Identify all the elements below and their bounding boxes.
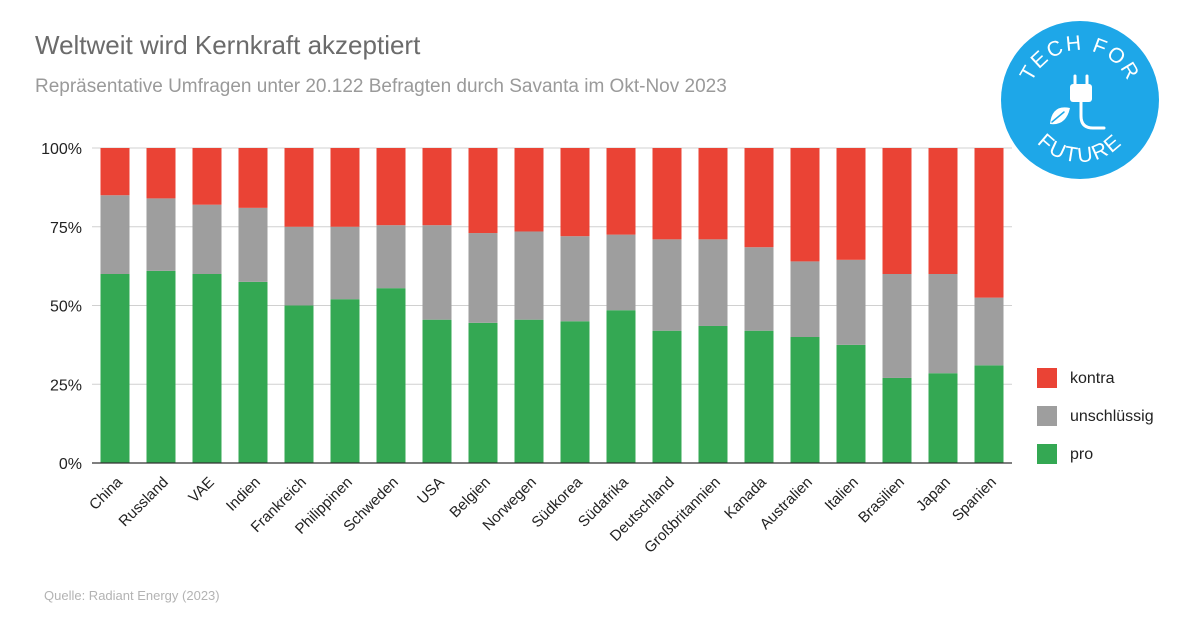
chart-title: Weltweit wird Kernkraft akzeptiert bbox=[35, 30, 421, 60]
bar-segment bbox=[330, 299, 360, 463]
bar-segment bbox=[882, 274, 912, 378]
y-tick-label: 100% bbox=[41, 141, 82, 158]
bar-segment bbox=[468, 148, 498, 234]
bar-segment bbox=[422, 225, 452, 320]
bar-segment bbox=[100, 195, 130, 274]
bar-segment bbox=[514, 231, 544, 320]
x-tick-label: Russland bbox=[116, 474, 172, 530]
bar-segment bbox=[744, 247, 774, 331]
bar-segment bbox=[790, 261, 820, 337]
bar-segment bbox=[790, 337, 820, 463]
bar-segment bbox=[192, 274, 222, 463]
bar-segment bbox=[238, 148, 268, 208]
bar-segment bbox=[652, 330, 682, 463]
bar-segment bbox=[238, 207, 268, 282]
x-tick-label: USA bbox=[414, 474, 448, 508]
bar-segment bbox=[836, 259, 866, 345]
bar-segment bbox=[238, 281, 268, 463]
bar-segment bbox=[514, 319, 544, 463]
y-tick-label: 75% bbox=[50, 220, 82, 237]
bar-segment bbox=[560, 148, 590, 237]
legend-label: pro bbox=[1070, 446, 1093, 463]
gridlines bbox=[92, 147, 1012, 385]
x-tick-label: Italien bbox=[822, 474, 862, 514]
bar-segment bbox=[606, 148, 636, 235]
bar-segment bbox=[836, 344, 866, 463]
bar-segment bbox=[146, 198, 176, 271]
bar-segment bbox=[560, 321, 590, 463]
bar-segment bbox=[652, 148, 682, 240]
source-note: Quelle: Radiant Energy (2023) bbox=[44, 588, 220, 603]
bar-segment bbox=[192, 204, 222, 274]
bar-segment bbox=[698, 325, 728, 463]
y-tick-label: 25% bbox=[50, 377, 82, 394]
x-tick-label: Spanien bbox=[949, 474, 1000, 525]
plug-leaf-icon bbox=[1050, 74, 1106, 130]
bar-segment bbox=[652, 239, 682, 331]
bar-segment bbox=[376, 288, 406, 463]
bar-segment bbox=[606, 310, 636, 463]
bar-segment bbox=[514, 148, 544, 232]
bar-segment bbox=[330, 148, 360, 227]
bar-segment bbox=[882, 148, 912, 274]
bar-segment bbox=[974, 148, 1004, 298]
x-tick-label: VAE bbox=[185, 474, 217, 506]
bar-segment bbox=[744, 330, 774, 463]
legend-swatch bbox=[1037, 406, 1057, 426]
bar-segment bbox=[974, 297, 1004, 366]
legend-swatch bbox=[1037, 368, 1057, 388]
bar-segment bbox=[790, 148, 820, 262]
y-tick-label: 0% bbox=[59, 456, 82, 473]
y-tick-label: 50% bbox=[50, 299, 82, 316]
bar-segment bbox=[468, 233, 498, 323]
bar-segment bbox=[744, 148, 774, 248]
bar-segment bbox=[376, 148, 406, 226]
bar-segment bbox=[698, 239, 728, 326]
legend-label: unschlüssig bbox=[1070, 408, 1154, 425]
chart-subtitle: Repräsentative Umfragen unter 20.122 Bef… bbox=[35, 76, 727, 97]
bar-segment bbox=[974, 365, 1004, 463]
bar-segment bbox=[146, 148, 176, 199]
legend-swatch bbox=[1037, 444, 1057, 464]
bar-segment bbox=[146, 270, 176, 463]
x-tick-label: Japan bbox=[913, 474, 954, 515]
bars bbox=[100, 148, 1004, 463]
bar-segment bbox=[284, 305, 314, 463]
bar-segment bbox=[606, 234, 636, 311]
bar-segment bbox=[284, 148, 314, 227]
x-tick-label: Indien bbox=[223, 474, 264, 515]
bar-segment bbox=[284, 226, 314, 306]
bar-segment bbox=[928, 148, 958, 274]
x-tick-label: China bbox=[86, 473, 126, 513]
bar-segment bbox=[468, 322, 498, 463]
bar-segment bbox=[100, 148, 130, 196]
bar-segment bbox=[882, 377, 912, 463]
bar-segment bbox=[330, 226, 360, 300]
bar-segment bbox=[100, 274, 130, 463]
bar-segment bbox=[836, 148, 866, 260]
bar-segment bbox=[376, 225, 406, 289]
bar-segment bbox=[698, 148, 728, 240]
bar-segment bbox=[560, 236, 590, 322]
legend: kontra unschlüssig pro bbox=[1037, 368, 1154, 464]
legend-label: kontra bbox=[1070, 370, 1115, 387]
bar-segment bbox=[928, 373, 958, 463]
x-tick-label: Brasilien bbox=[855, 474, 908, 527]
bar-segment bbox=[422, 319, 452, 463]
bar-segment bbox=[192, 148, 222, 205]
tech-for-future-logo: TECH FOR FUTURE bbox=[1001, 21, 1159, 179]
bar-segment bbox=[422, 148, 452, 226]
bar-segment bbox=[928, 274, 958, 374]
